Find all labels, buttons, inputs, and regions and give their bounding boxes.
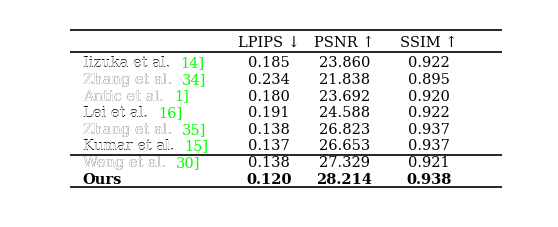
Text: 0.895: 0.895 — [408, 73, 450, 86]
Text: 30]: 30] — [176, 155, 200, 169]
Text: 0.138: 0.138 — [248, 155, 290, 169]
Text: 15]: 15] — [185, 139, 209, 153]
Text: Iizuka et al. [: Iizuka et al. [ — [83, 56, 180, 70]
Text: 27.329: 27.329 — [319, 155, 370, 169]
Text: 0.922: 0.922 — [408, 106, 450, 120]
Text: Zhang et al.: Zhang et al. — [83, 73, 172, 86]
Text: Antic et al.: Antic et al. — [83, 89, 163, 103]
Text: 0.137: 0.137 — [248, 139, 290, 153]
Text: 0.185: 0.185 — [248, 56, 290, 70]
Text: PSNR ↑: PSNR ↑ — [314, 36, 374, 49]
Text: 23.860: 23.860 — [319, 56, 370, 70]
Text: 28.214: 28.214 — [316, 172, 372, 186]
Text: Lei et al. [: Lei et al. [ — [83, 106, 158, 120]
Text: 0.921: 0.921 — [408, 155, 450, 169]
Text: 1]: 1] — [174, 89, 189, 103]
Text: Antic et al. [: Antic et al. [ — [83, 89, 174, 103]
Text: Weng et al. [: Weng et al. [ — [83, 155, 176, 169]
Text: 14]: 14] — [180, 56, 204, 70]
Text: 21.838: 21.838 — [319, 73, 370, 86]
Text: Antic et al. [: Antic et al. [ — [83, 89, 174, 103]
Text: Lei et al.: Lei et al. — [83, 106, 148, 120]
Text: 16]: 16] — [158, 106, 182, 120]
Text: 0.922: 0.922 — [408, 56, 450, 70]
Text: Weng et al. [: Weng et al. [ — [83, 155, 176, 169]
Text: 23.692: 23.692 — [319, 89, 370, 103]
Text: Kumar et al.: Kumar et al. — [83, 139, 174, 153]
Text: 0.937: 0.937 — [408, 122, 450, 136]
Text: Iizuka et al. [: Iizuka et al. [ — [83, 56, 180, 70]
Text: Zhang et al. [: Zhang et al. [ — [83, 122, 182, 136]
Text: 0.138: 0.138 — [248, 122, 290, 136]
Text: Zhang et al. [: Zhang et al. [ — [83, 73, 182, 86]
Text: Zhang et al. [: Zhang et al. [ — [83, 73, 182, 86]
Text: 0.938: 0.938 — [406, 172, 451, 186]
Text: SSIM ↑: SSIM ↑ — [400, 36, 458, 49]
Text: 34]: 34] — [182, 73, 206, 86]
Text: 35]: 35] — [182, 122, 206, 136]
Text: 0.191: 0.191 — [248, 106, 290, 120]
Text: Kumar et al. [: Kumar et al. [ — [83, 139, 185, 153]
Text: 26.653: 26.653 — [319, 139, 370, 153]
Text: Weng et al.: Weng et al. — [83, 155, 166, 169]
Text: Lei et al. [: Lei et al. [ — [83, 106, 158, 120]
Text: 0.180: 0.180 — [248, 89, 290, 103]
Text: 0.937: 0.937 — [408, 139, 450, 153]
Text: Zhang et al.: Zhang et al. — [83, 122, 172, 136]
Text: Kumar et al. [: Kumar et al. [ — [83, 139, 185, 153]
Text: LPIPS ↓: LPIPS ↓ — [238, 36, 300, 49]
Text: 0.234: 0.234 — [248, 73, 290, 86]
Text: 0.920: 0.920 — [408, 89, 450, 103]
Text: 26.823: 26.823 — [319, 122, 370, 136]
Text: Zhang et al. [: Zhang et al. [ — [83, 122, 182, 136]
Text: Iizuka et al.: Iizuka et al. — [83, 56, 170, 70]
Text: 0.120: 0.120 — [246, 172, 291, 186]
Text: Ours: Ours — [83, 172, 122, 186]
Text: 24.588: 24.588 — [319, 106, 370, 120]
